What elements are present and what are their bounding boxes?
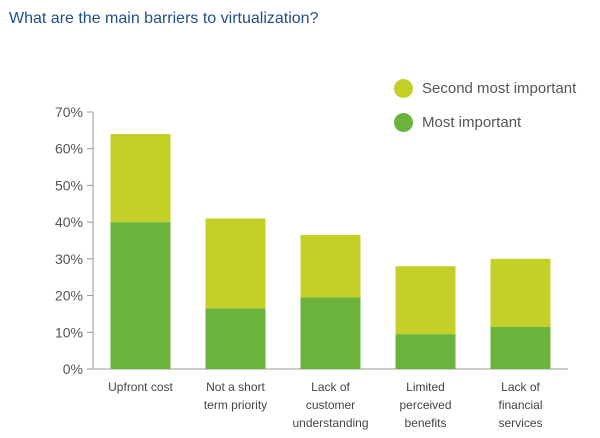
bar-segment-second-most-important [490, 258, 551, 327]
x-category-label: Lack of customer understanding [292, 380, 368, 430]
legend: Second most important Most important [394, 77, 576, 145]
y-tick-label: 20% [55, 288, 83, 304]
y-tick-label: 70% [55, 104, 83, 120]
legend-swatch-most [394, 112, 413, 132]
bar-segment-most-important [110, 222, 171, 369]
y-tick-label: 40% [55, 214, 83, 230]
bar-segment-second-most-important [395, 266, 456, 335]
y-tick-label: 60% [55, 141, 83, 157]
legend-item-most: Most important [394, 111, 576, 133]
bar-segment-second-most-important [110, 134, 171, 223]
y-tick-label: 0% [63, 361, 83, 377]
legend-item-second: Second most important [394, 77, 576, 99]
bar-segment-second-most-important [205, 218, 266, 309]
x-category-label: Limited perceived benefits [399, 380, 451, 430]
legend-swatch-second [394, 78, 413, 98]
y-tick-label: 50% [55, 177, 83, 193]
chart-title: What are the main barriers to virtualiza… [9, 10, 319, 27]
bar-segment-most-important [395, 334, 456, 369]
bar-segment-second-most-important [300, 234, 361, 298]
y-tick-label: 30% [55, 251, 83, 267]
y-tick-label: 10% [55, 324, 83, 340]
x-category-label: Upfront cost [108, 380, 173, 394]
x-category-label: Not a short term priority [204, 380, 267, 412]
bar-segment-most-important [490, 326, 551, 369]
legend-label-most: Most important [422, 113, 522, 131]
legend-label-second: Second most important [422, 79, 577, 97]
bar-segment-most-important [300, 297, 361, 369]
x-category-label: Lack of financial services [498, 380, 542, 430]
bar-segment-most-important [205, 308, 266, 369]
